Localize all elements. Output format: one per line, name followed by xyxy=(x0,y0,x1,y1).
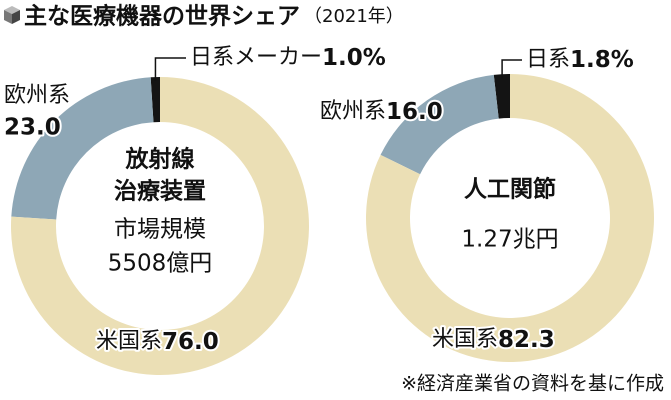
category-label: 日系 xyxy=(526,47,570,72)
segment-label: 日系メーカー1.0% xyxy=(190,45,386,71)
leader-line xyxy=(501,59,522,79)
cube-icon xyxy=(4,6,20,24)
category-label: 米国系 xyxy=(96,329,162,354)
segment-label: 米国系76.0 xyxy=(96,329,219,355)
category-label: 米国系 xyxy=(432,327,498,352)
center-label: 治療装置 xyxy=(114,178,206,205)
donut-segment xyxy=(11,77,154,220)
segment-label: 米国系82.3 xyxy=(432,327,555,353)
donut-segment xyxy=(11,77,309,376)
center-label: 放射線 xyxy=(125,146,195,173)
title: 主な医療機器の世界シェア xyxy=(24,3,300,30)
center-label: 1.27兆円 xyxy=(461,227,558,253)
category-label: 日系メーカー xyxy=(190,45,322,70)
center-label: 市場規模 xyxy=(114,217,206,243)
subtitle: （2021年） xyxy=(304,6,404,27)
donut-segment xyxy=(150,77,160,123)
donut-segment xyxy=(493,74,510,119)
donut-segment xyxy=(366,74,654,362)
category-label: 欧州系 xyxy=(4,83,70,108)
value-label: 1.0% xyxy=(322,45,386,71)
leader-line xyxy=(154,57,186,82)
segment-label: 欧州系16.0 xyxy=(320,99,443,125)
category-label: 欧州系 xyxy=(320,99,386,124)
donut-segment xyxy=(380,74,499,175)
value-label: 16.0 xyxy=(386,99,443,125)
value-label: 82.3 xyxy=(498,327,555,353)
center-label: 人工関節 xyxy=(464,176,556,203)
value-label: 23.0 xyxy=(4,115,61,141)
value-label: 1.8% xyxy=(570,47,634,73)
center-label: 5508億円 xyxy=(108,251,213,277)
value-label: 76.0 xyxy=(162,329,219,355)
segment-label: 日系1.8% xyxy=(526,47,634,73)
note: ※経済産業省の資料を基に作成 xyxy=(401,373,664,395)
